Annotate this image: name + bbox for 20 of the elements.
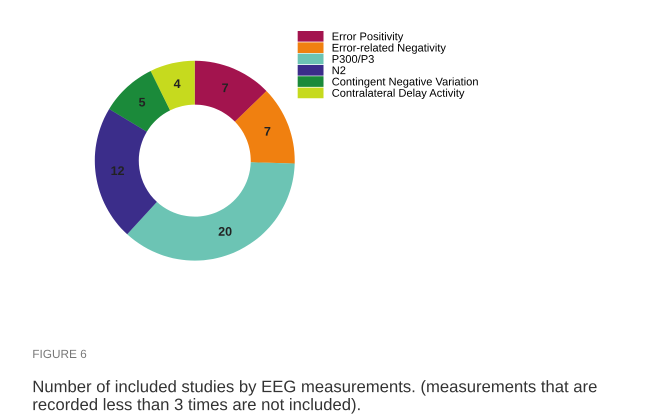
legend-label: Contingent Negative Variation: [332, 77, 478, 88]
data-label: 4: [174, 79, 181, 88]
donut-slice: [234, 90, 295, 164]
donut-slice: [127, 162, 295, 261]
legend-label: Error-related Negativity: [332, 43, 446, 54]
data-label: 7: [264, 126, 270, 136]
legend-label: P300/P3: [332, 54, 374, 63]
data-label: 7: [222, 83, 228, 92]
legend-label: Error Positivity: [332, 32, 404, 42]
text: Number of included studies by EEG measurements. (measurements that are recorded less than 3 times are not included).: [33, 380, 597, 414]
legend-label: N2: [332, 66, 346, 74]
data-label: 12: [111, 166, 124, 175]
donut-slice: [194, 60, 266, 122]
data-label: 20: [218, 226, 232, 236]
donut-slice: [109, 70, 170, 132]
donut-slice: [150, 60, 195, 110]
donut-slice: [94, 109, 157, 234]
legend-label: Contralateral Delay Activity: [332, 88, 464, 100]
data-label: 5: [138, 98, 146, 107]
caption: FIGURE 6: [33, 350, 86, 358]
